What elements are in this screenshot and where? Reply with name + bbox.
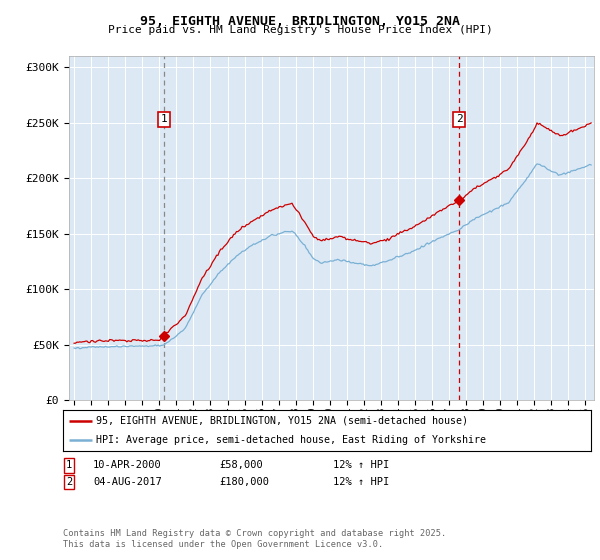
Text: 95, EIGHTH AVENUE, BRIDLINGTON, YO15 2NA (semi-detached house): 95, EIGHTH AVENUE, BRIDLINGTON, YO15 2NA…	[96, 416, 468, 426]
Text: 04-AUG-2017: 04-AUG-2017	[93, 477, 162, 487]
Text: Price paid vs. HM Land Registry's House Price Index (HPI): Price paid vs. HM Land Registry's House …	[107, 25, 493, 35]
Text: £58,000: £58,000	[219, 460, 263, 470]
Text: 12% ↑ HPI: 12% ↑ HPI	[333, 460, 389, 470]
Text: 2: 2	[456, 114, 463, 124]
Text: Contains HM Land Registry data © Crown copyright and database right 2025.
This d: Contains HM Land Registry data © Crown c…	[63, 529, 446, 549]
Text: HPI: Average price, semi-detached house, East Riding of Yorkshire: HPI: Average price, semi-detached house,…	[96, 435, 486, 445]
Text: 10-APR-2000: 10-APR-2000	[93, 460, 162, 470]
Text: 2: 2	[66, 477, 72, 487]
Text: £180,000: £180,000	[219, 477, 269, 487]
Text: 1: 1	[161, 114, 167, 124]
Text: 12% ↑ HPI: 12% ↑ HPI	[333, 477, 389, 487]
Text: 95, EIGHTH AVENUE, BRIDLINGTON, YO15 2NA: 95, EIGHTH AVENUE, BRIDLINGTON, YO15 2NA	[140, 15, 460, 27]
Text: 1: 1	[66, 460, 72, 470]
